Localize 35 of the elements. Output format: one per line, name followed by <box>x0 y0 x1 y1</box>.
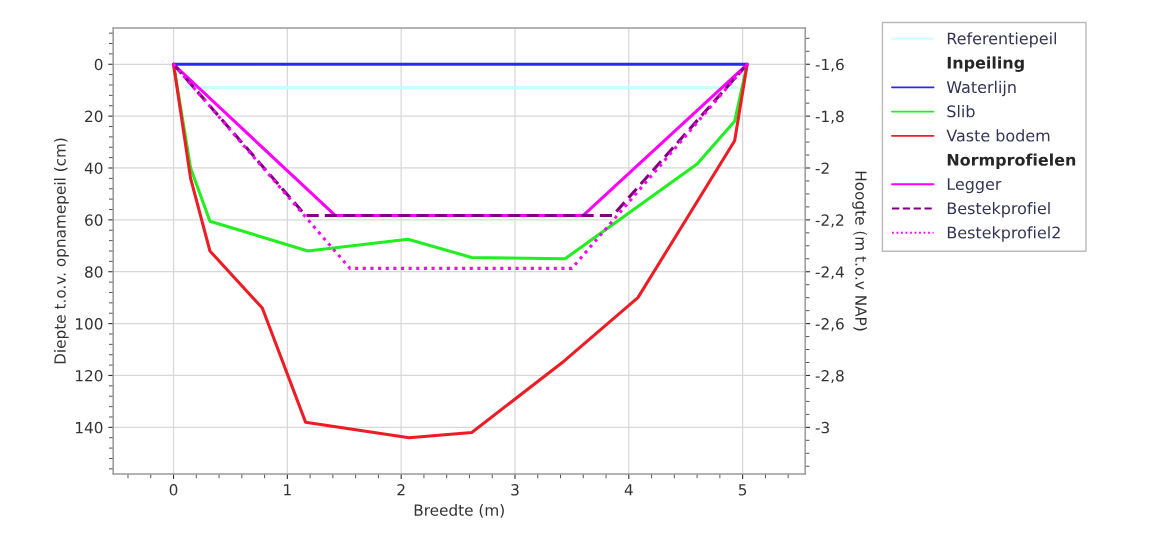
legend-label: Vaste bodem <box>946 129 1050 142</box>
legend-label: Bestekprofiel <box>947 201 1050 218</box>
y-tick-label: 40 <box>84 162 103 175</box>
legend-label: Legger <box>947 178 1002 194</box>
y2-tick-label: -2,2 <box>815 214 844 228</box>
y2-tick-label: -3 <box>815 421 829 434</box>
y-tick-label: 20 <box>85 110 103 123</box>
y2-axis-title: Hoogte (m t.o.v NAP) <box>852 171 867 331</box>
y-tick-label: 120 <box>75 369 103 382</box>
y2-tick-label: -2 <box>815 162 829 174</box>
text: Normprofielen <box>947 153 1076 169</box>
y-tick-label: 60 <box>85 214 103 226</box>
x-tick-label: 0 <box>169 484 178 496</box>
y-tick-label: 80 <box>85 266 103 278</box>
text: Inpeiling <box>947 56 1024 72</box>
y-tick-label: 140 <box>75 421 103 434</box>
x-tick-label: 3 <box>511 484 519 496</box>
y-axis-title: Diepte t.o.v. opnamepeil (cm) <box>53 138 69 364</box>
x-tick-label: 1 <box>284 484 291 496</box>
x-tick-label: 4 <box>624 484 633 496</box>
legend-label: Bestekprofiel2 <box>947 226 1060 242</box>
y-tick-label: 100 <box>75 318 103 330</box>
legend-label: Referentiepeil <box>947 32 1056 48</box>
y2-tick-label: -2,6 <box>815 318 844 332</box>
y2-tick-label: -1,6 <box>815 58 844 72</box>
x-axis-title: Breedte (m) <box>414 504 504 518</box>
legend-label: Slib <box>947 104 975 118</box>
y-tick-label: 0 <box>94 58 103 71</box>
x-tick-label: 2 <box>397 484 405 496</box>
y2-tick-label: -1,8 <box>815 110 844 124</box>
line-series <box>171 62 749 440</box>
y2-tick-label: -2,4 <box>815 266 844 280</box>
x-tick-label: 5 <box>738 484 747 496</box>
y2-tick-label: -2,8 <box>815 369 844 384</box>
legend-label: Waterlijn <box>946 80 1016 97</box>
